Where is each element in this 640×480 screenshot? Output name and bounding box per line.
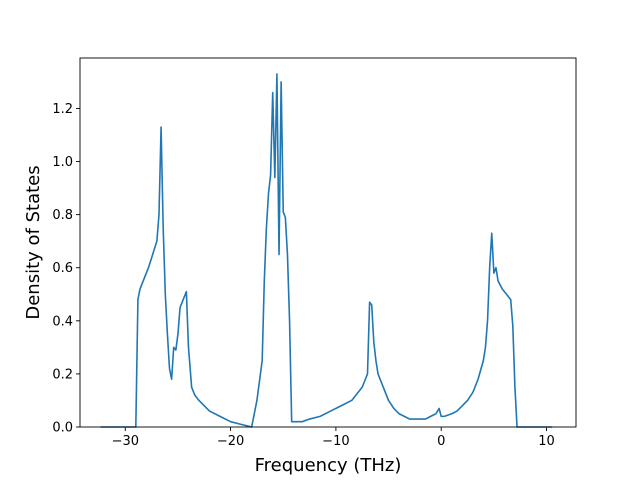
- plot-frame: [79, 57, 577, 428]
- y-tick-label: 0.6: [52, 261, 73, 276]
- y-tick-label: 1.0: [52, 155, 73, 170]
- y-tick-label: 0.0: [52, 421, 73, 436]
- y-axis-label: Density of States: [23, 165, 44, 319]
- x-tick-label: −10: [322, 434, 349, 449]
- y-tick-label: 0.2: [52, 367, 73, 382]
- axis-ticks: −30 −20 −10 0 10 0.0 0.2 0.4 0.6 0.8 1.0 1.2: [52, 102, 554, 449]
- y-tick-label: 0.8: [52, 208, 73, 223]
- y-tick-label: 0.4: [52, 314, 73, 329]
- series-line: [100, 73, 553, 428]
- x-tick-label: −20: [217, 434, 244, 449]
- x-tick-label: 10: [538, 434, 555, 449]
- x-tick-label: −30: [112, 434, 139, 449]
- x-axis-label: Frequency (THz): [255, 455, 402, 476]
- y-tick-label: 1.2: [52, 102, 73, 117]
- x-tick-label: 0: [437, 434, 445, 449]
